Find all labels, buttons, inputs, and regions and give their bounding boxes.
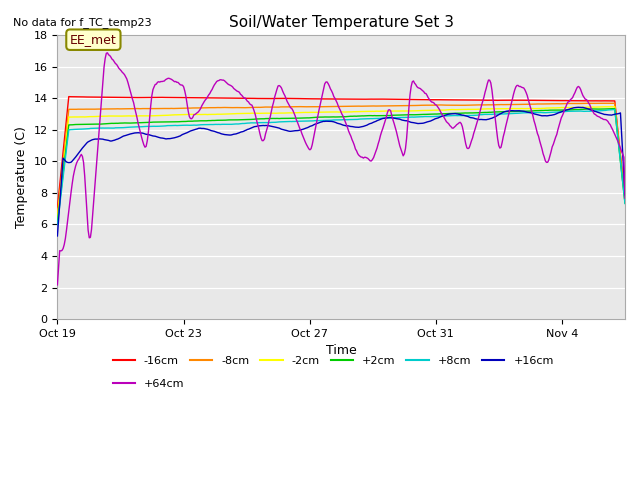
X-axis label: Time: Time xyxy=(326,344,356,357)
Text: EE_met: EE_met xyxy=(70,33,116,46)
Y-axis label: Temperature (C): Temperature (C) xyxy=(15,126,28,228)
Text: No data for f_TC_temp23: No data for f_TC_temp23 xyxy=(13,17,152,28)
Title: Soil/Water Temperature Set 3: Soil/Water Temperature Set 3 xyxy=(228,15,454,30)
Legend: +64cm: +64cm xyxy=(108,374,189,393)
